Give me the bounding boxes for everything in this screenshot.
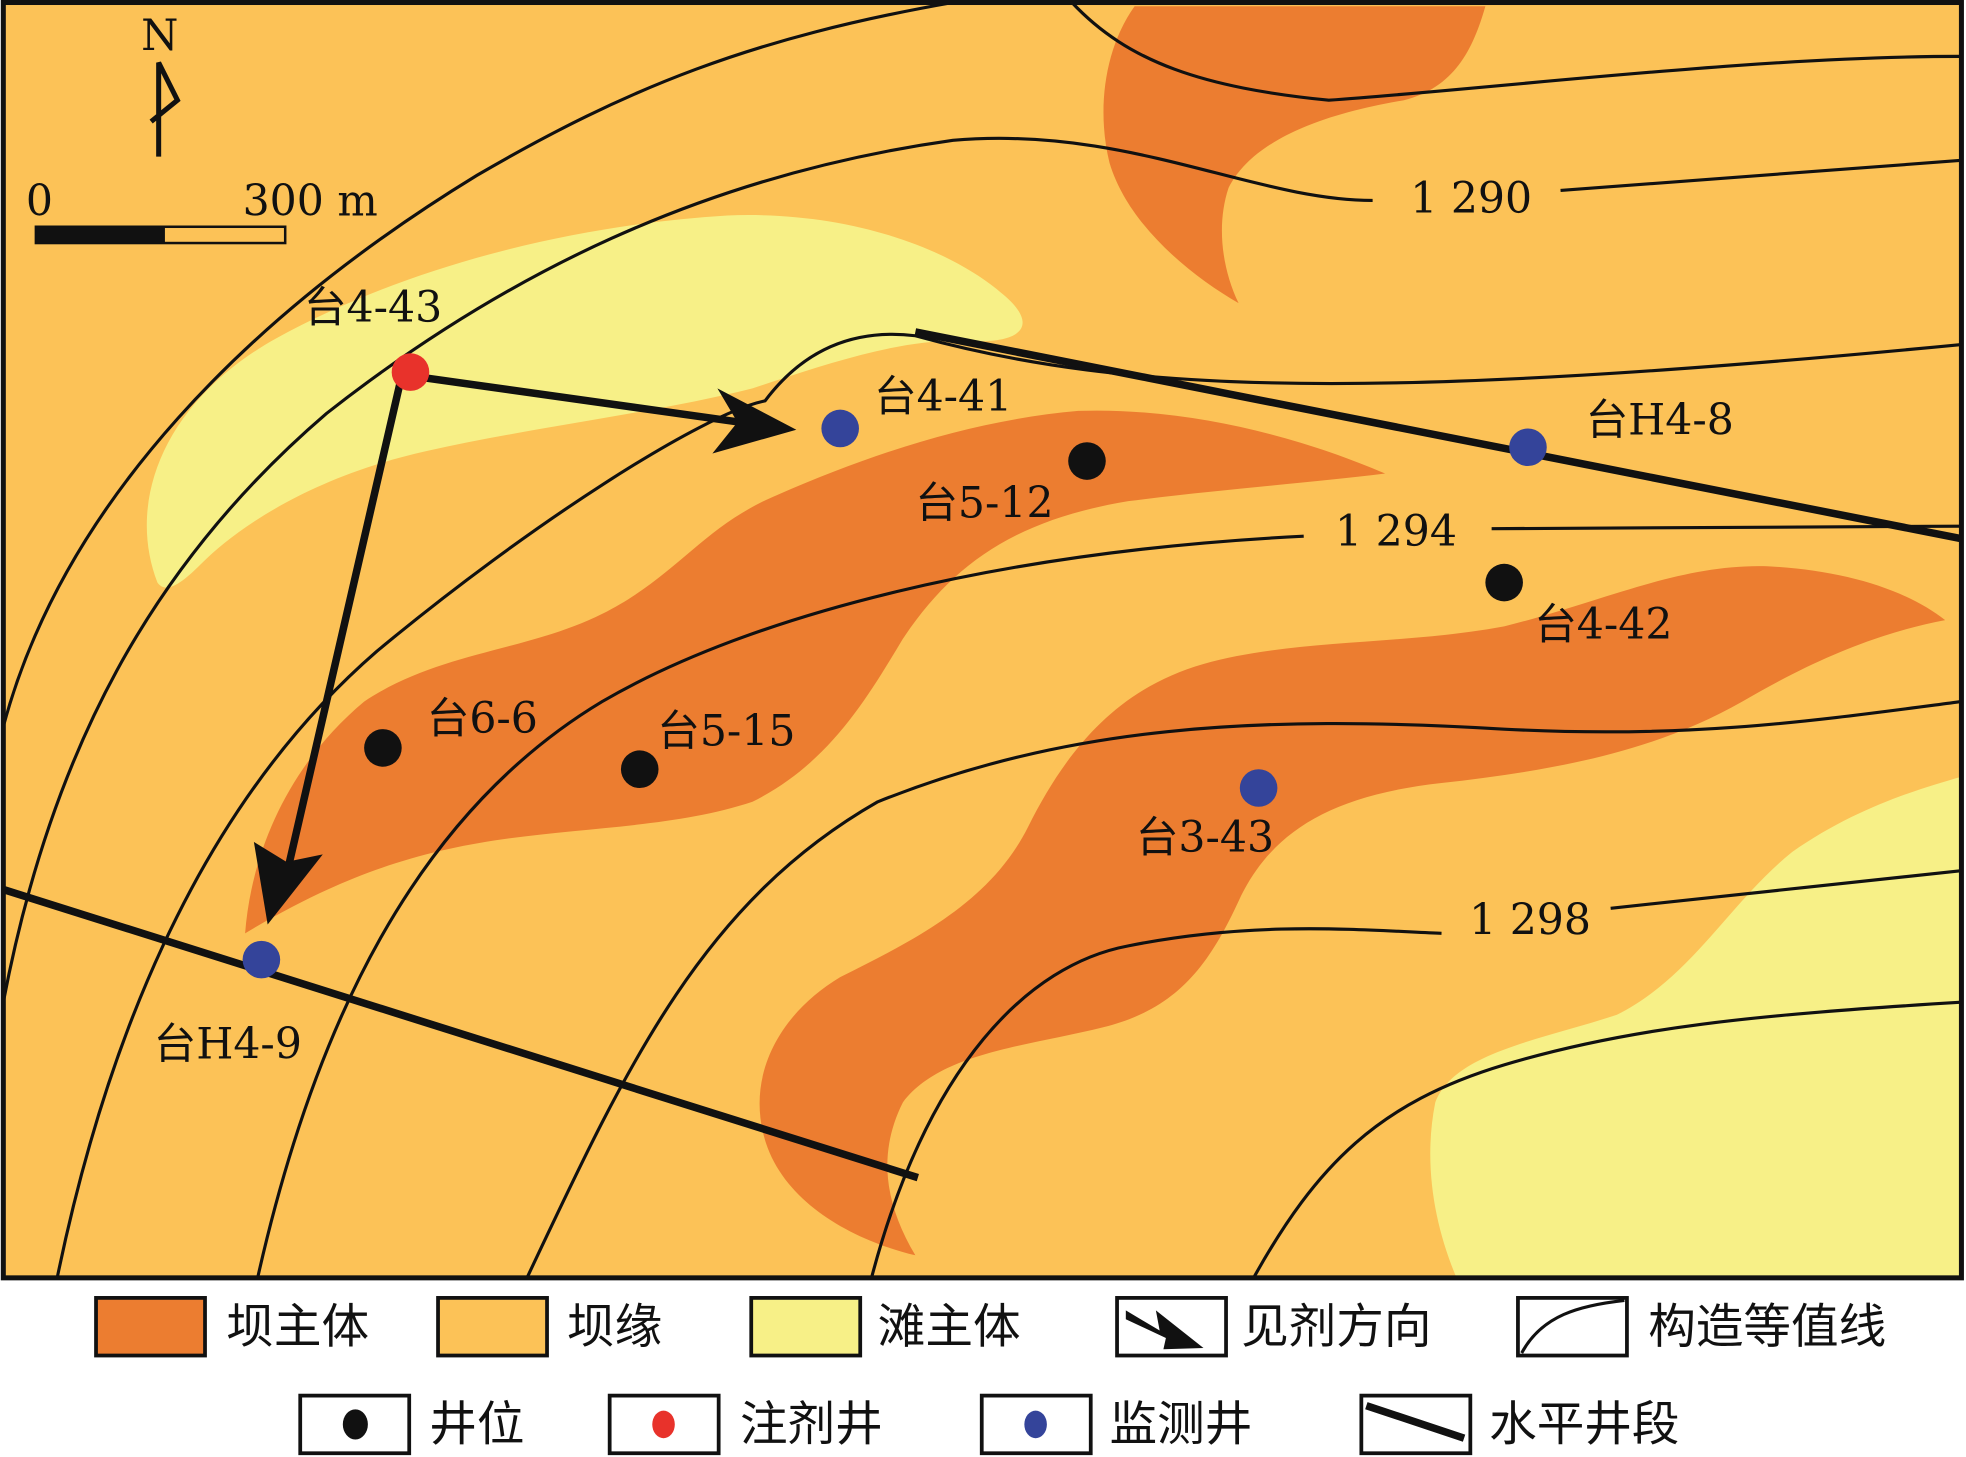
injection-well-marker[interactable]	[391, 353, 430, 391]
svg-text:坝缘: 坝缘	[567, 1300, 662, 1355]
svg-text:0: 0	[26, 176, 53, 226]
legend-item-well: 井位	[298, 1393, 524, 1456]
well-label: 台5-15	[657, 706, 795, 756]
well-marker[interactable]	[1068, 442, 1106, 480]
legend-item-dam-edge: 坝缘	[436, 1296, 662, 1358]
svg-text:水平井段: 水平井段	[1489, 1398, 1679, 1453]
monitoring-well-marker[interactable]	[1239, 769, 1278, 807]
well-label: 台4-43	[304, 283, 442, 333]
svg-text:井位: 井位	[429, 1398, 524, 1453]
arrowhead-icon	[712, 388, 797, 454]
well-label: 台H4-8	[1586, 396, 1734, 446]
arrowhead-icon	[253, 841, 323, 925]
legend: 坝主体 坝缘 滩主体 见剂方向 构造等值线 井位 注剂井	[94, 1296, 1886, 1456]
legend-item-structural-contour: 构造等值线	[1516, 1296, 1886, 1358]
legend-item-monitoring-well: 监测井	[979, 1393, 1253, 1456]
contour-label: 1 294	[1335, 507, 1457, 557]
dam-main-body-middle	[245, 410, 1386, 934]
svg-text:300 m: 300 m	[243, 176, 378, 226]
svg-text:N: N	[141, 11, 178, 61]
well-label: 台4-41	[874, 372, 1012, 422]
svg-text:构造等值线: 构造等值线	[1648, 1300, 1886, 1355]
well-label: 台6-6	[427, 694, 538, 744]
legend-item-horizontal-well: 水平井段	[1359, 1393, 1680, 1456]
scale-bar: 0 300 m	[26, 176, 378, 245]
contour-label: 1 298	[1469, 896, 1591, 946]
svg-text:滩主体: 滩主体	[878, 1300, 1021, 1355]
monitoring-well-marker[interactable]	[1509, 428, 1547, 467]
tracer-direction-arrows	[253, 372, 797, 925]
well-label: 台3-43	[1136, 813, 1274, 863]
contour-label: 1 290	[1410, 174, 1532, 224]
beach-main-body-bottom	[1430, 776, 1962, 1278]
structural-contours	[1, 0, 1962, 1279]
dam-main-body-top	[1103, 6, 1486, 304]
map-area: 1 290 1 294 1 298 台4-43 台4-41 台H4-8 台5-1…	[0, 0, 1964, 1281]
map-frame	[0, 0, 1964, 1281]
monitoring-well-marker[interactable]	[821, 409, 859, 448]
well-marker[interactable]	[364, 729, 402, 767]
well-label: 台5-12	[915, 478, 1053, 528]
legend-item-beach-main: 滩主体	[749, 1296, 1021, 1358]
svg-text:见剂方向: 见剂方向	[1241, 1300, 1431, 1355]
svg-text:坝主体: 坝主体	[226, 1300, 369, 1355]
horizontal-well-section	[2, 885, 919, 1182]
legend-item-tracer-direction: 见剂方向	[1115, 1296, 1431, 1358]
contour-line-icon	[1520, 1298, 1625, 1354]
arrow-icon	[1125, 1310, 1204, 1350]
well-label: 台4-42	[1534, 600, 1672, 650]
dam-main-body-lower	[759, 566, 1946, 1256]
horizontal-well-section	[914, 328, 1963, 543]
legend-item-dam-main: 坝主体	[94, 1296, 369, 1358]
legend-item-injection-well: 注剂井	[607, 1393, 883, 1456]
monitoring-well-marker[interactable]	[242, 940, 281, 979]
svg-text:监测井: 监测井	[1110, 1398, 1253, 1453]
well-marker[interactable]	[1485, 563, 1523, 602]
well-label: 台H4-9	[154, 1020, 302, 1070]
north-arrow: N	[141, 11, 181, 157]
svg-text:注剂井: 注剂井	[740, 1398, 883, 1453]
well-marker[interactable]	[620, 750, 659, 789]
